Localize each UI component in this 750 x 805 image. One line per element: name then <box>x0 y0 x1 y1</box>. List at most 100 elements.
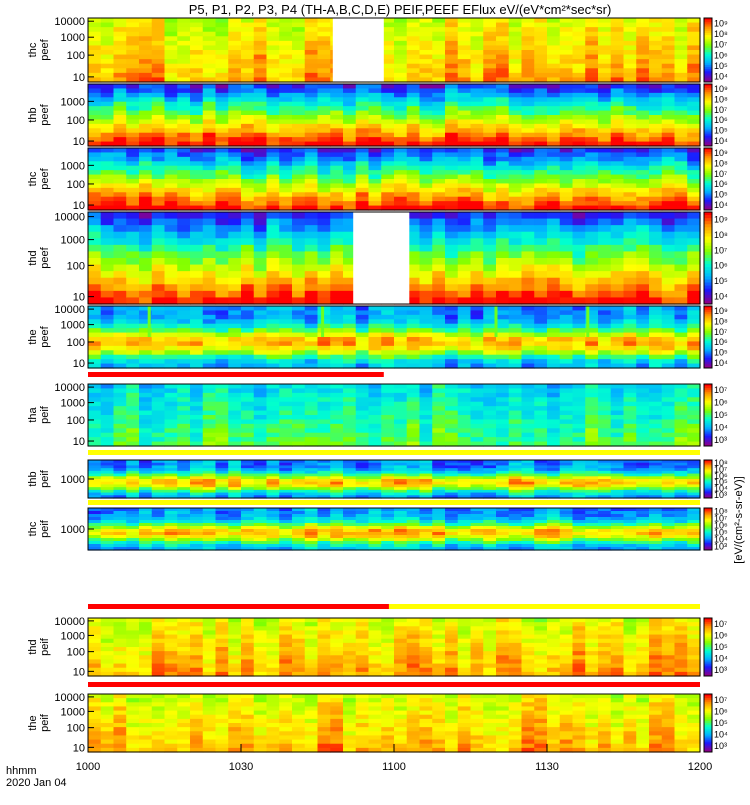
heatmap-cell <box>573 111 586 116</box>
heatmap-cell <box>509 192 522 197</box>
heatmap-cell <box>381 350 394 355</box>
heatmap-cell <box>509 406 522 411</box>
heatmap-cell <box>216 428 229 433</box>
heatmap-cell <box>687 97 700 102</box>
heatmap-cell <box>522 424 535 429</box>
heatmap-cell <box>165 212 178 219</box>
heatmap-cell <box>177 310 190 315</box>
heatmap-cell <box>216 183 229 188</box>
heatmap-cell <box>165 188 178 193</box>
heatmap-cell <box>636 341 649 346</box>
heatmap-cell <box>687 88 700 93</box>
heatmap-cell <box>126 324 139 329</box>
heatmap-cell <box>534 355 547 360</box>
heatmap-cell <box>458 148 471 153</box>
heatmap-cell <box>369 306 382 311</box>
heatmap-cell <box>343 346 356 351</box>
heatmap-cell <box>241 59 254 64</box>
heatmap-cell <box>343 111 356 116</box>
heatmap-cell <box>254 55 267 60</box>
heatmap-cell <box>343 419 356 424</box>
heatmap-cell <box>279 93 292 98</box>
heatmap-cell <box>241 148 254 153</box>
heatmap-cell <box>254 197 267 202</box>
heatmap-cell <box>216 225 229 232</box>
heatmap-cell <box>471 291 484 298</box>
heatmap-cell <box>177 284 190 291</box>
heatmap-cell <box>649 310 662 315</box>
heatmap-cell <box>649 55 662 60</box>
heatmap-cell <box>432 265 445 272</box>
heatmap-cell <box>611 119 624 124</box>
heatmap-cell <box>483 73 496 78</box>
heatmap-cell <box>394 73 407 78</box>
heatmap-cell <box>636 315 649 320</box>
heatmap-cell <box>420 106 433 111</box>
heatmap-cell <box>432 41 445 46</box>
heatmap-cell <box>343 170 356 175</box>
heatmap-cell <box>420 388 433 393</box>
heatmap-cell <box>190 315 203 320</box>
heatmap-cell <box>241 232 254 239</box>
heatmap-cell <box>203 119 216 124</box>
heatmap-cell <box>675 424 688 429</box>
heatmap-cell <box>126 437 139 442</box>
heatmap-cell <box>88 115 101 120</box>
heatmap-cell <box>585 32 598 37</box>
heatmap-cell <box>547 232 560 239</box>
heatmap-cell <box>483 265 496 272</box>
heatmap-cell <box>420 350 433 355</box>
heatmap-cell <box>420 415 433 420</box>
heatmap-cell <box>228 359 241 364</box>
heatmap-cell <box>114 341 127 346</box>
heatmap-cell <box>101 133 114 138</box>
heatmap-cell <box>636 219 649 226</box>
heatmap-cell <box>483 124 496 129</box>
heatmap-cell <box>598 433 611 438</box>
heatmap-cell <box>471 88 484 93</box>
heatmap-cell <box>330 278 343 285</box>
heatmap-cell <box>420 428 433 433</box>
heatmap-cell <box>152 355 165 360</box>
heatmap-cell <box>330 315 343 320</box>
heatmap-cell <box>279 388 292 393</box>
heatmap-cell <box>330 192 343 197</box>
heatmap-cell <box>534 197 547 202</box>
heatmap-cell <box>318 197 331 202</box>
heatmap-cell <box>471 278 484 285</box>
heatmap-cell <box>687 265 700 272</box>
heatmap-cell <box>228 291 241 298</box>
heatmap-cell <box>407 333 420 338</box>
heatmap-cell <box>241 157 254 162</box>
heatmap-cell <box>471 411 484 416</box>
colorbar-segment <box>704 246 712 250</box>
heatmap-cell <box>522 128 535 133</box>
heatmap-cell <box>471 388 484 393</box>
heatmap-cell <box>126 278 139 285</box>
heatmap-cell <box>114 350 127 355</box>
heatmap-cell <box>585 428 598 433</box>
heatmap-cell <box>445 161 458 166</box>
heatmap-cell <box>126 111 139 116</box>
heatmap-cell <box>420 219 433 226</box>
heatmap-cell <box>420 111 433 116</box>
heatmap-cell <box>292 128 305 133</box>
heatmap-cell <box>190 219 203 226</box>
heatmap-cell <box>114 265 127 272</box>
heatmap-cell <box>573 97 586 102</box>
heatmap-cell <box>228 157 241 162</box>
heatmap-cell <box>381 388 394 393</box>
heatmap-cell <box>458 32 471 37</box>
heatmap-cell <box>126 119 139 124</box>
heatmap-cell <box>483 59 496 64</box>
heatmap-cell <box>305 111 318 116</box>
heatmap-cell <box>496 271 509 278</box>
heatmap-cell <box>675 128 688 133</box>
heatmap-cell <box>534 55 547 60</box>
heatmap-cell <box>330 119 343 124</box>
heatmap-cell <box>662 319 675 324</box>
heatmap-cell <box>432 424 445 429</box>
heatmap-cell <box>152 324 165 329</box>
heatmap-cell <box>101 433 114 438</box>
heatmap-cell <box>88 59 101 64</box>
